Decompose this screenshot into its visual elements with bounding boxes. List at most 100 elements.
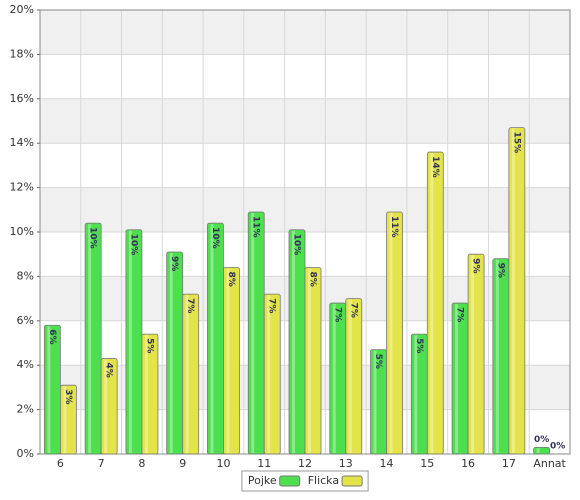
value-label: 10% <box>88 227 98 249</box>
grid-band <box>40 10 570 55</box>
value-label: 15% <box>511 132 521 154</box>
bar-shine <box>169 252 173 453</box>
bar <box>386 211 403 455</box>
x-tick-label: 10 <box>216 457 230 470</box>
value-label: 8% <box>226 272 236 287</box>
bar <box>141 333 159 455</box>
bar <box>329 302 347 455</box>
legend-swatch <box>279 475 301 487</box>
bar-shine <box>292 230 295 453</box>
x-tick-label: 14 <box>380 457 394 470</box>
x-tick-label: 16 <box>461 457 475 470</box>
value-label: 11% <box>389 216 399 238</box>
bar <box>467 253 485 455</box>
bar <box>166 251 184 455</box>
bar-shine <box>226 268 230 453</box>
value-label: 14% <box>430 156 440 178</box>
value-label: 7% <box>185 298 195 313</box>
y-tick-label: 12% <box>10 181 34 194</box>
value-label: 10% <box>128 234 138 256</box>
bar <box>492 258 510 455</box>
plot-border <box>39 9 571 455</box>
bar <box>304 267 322 455</box>
bar-shine <box>144 335 148 453</box>
bar <box>247 211 265 455</box>
legend-label: Pojke <box>248 474 277 487</box>
bar <box>43 324 61 455</box>
bar-shine <box>128 230 132 453</box>
value-label: 0% <box>550 442 565 452</box>
value-label: 7% <box>267 298 277 313</box>
bar-shine <box>536 448 540 453</box>
value-label: 5% <box>373 354 383 369</box>
x-tick-label: 11 <box>257 457 271 470</box>
x-tick-label: 17 <box>502 457 516 470</box>
y-tick-label: 16% <box>10 92 34 105</box>
y-tick-label: 0% <box>17 447 34 460</box>
bar-shine <box>210 224 214 453</box>
y-tick-label: 20% <box>10 3 34 16</box>
value-label: 9% <box>495 263 505 278</box>
value-label: 5% <box>414 338 424 353</box>
x-tick-label: 7 <box>98 457 105 470</box>
bar <box>288 229 306 455</box>
bar <box>451 302 469 455</box>
y-tick-label: 18% <box>10 47 34 60</box>
bar <box>533 446 551 455</box>
y-tick-label: 2% <box>17 403 34 416</box>
x-tick-label: 15 <box>420 457 434 470</box>
bar <box>84 222 102 455</box>
bar <box>345 298 363 455</box>
value-label: 9% <box>471 258 481 273</box>
legend-box <box>241 470 369 492</box>
value-label: 10% <box>210 227 220 249</box>
legend-swatch <box>341 475 363 487</box>
x-tick-label: Annat <box>533 457 566 470</box>
bar-shine <box>373 350 377 453</box>
bar <box>59 384 77 455</box>
bar <box>125 229 143 455</box>
x-tick-label: 13 <box>339 457 353 470</box>
y-tick-label: 4% <box>17 358 34 371</box>
legend: Pojke Flicka <box>241 470 369 492</box>
y-tick-label: 6% <box>17 314 34 327</box>
x-tick-label: 8 <box>138 457 145 470</box>
value-label: 4% <box>104 363 114 378</box>
bar <box>207 222 224 455</box>
x-tick-label: 12 <box>298 457 312 470</box>
bar-shine <box>104 359 108 453</box>
bar-shine <box>251 213 255 453</box>
bar <box>508 127 526 455</box>
y-tick-label: 8% <box>17 269 34 282</box>
bar-shine <box>47 326 51 453</box>
bar-shine <box>511 128 515 453</box>
value-label: 6% <box>47 329 57 344</box>
bar-shine <box>308 268 311 453</box>
bar-shine <box>430 153 434 453</box>
bar-shine <box>185 295 189 453</box>
value-label: 10% <box>292 234 302 256</box>
y-tick-label: 14% <box>10 136 34 149</box>
value-label: 7% <box>455 307 465 322</box>
y-tick-label: 10% <box>10 225 34 238</box>
bar <box>100 358 118 455</box>
value-label: 0% <box>534 435 549 445</box>
bar <box>223 267 240 455</box>
bar-shine <box>455 304 459 453</box>
value-label: 8% <box>308 272 318 287</box>
bar-shine <box>414 335 418 453</box>
bar <box>263 293 281 455</box>
bar-shine <box>471 255 475 453</box>
bar <box>426 151 444 455</box>
grid-band <box>40 187 570 232</box>
grid-band <box>40 98 570 144</box>
bar-shine <box>348 299 352 453</box>
x-tick-label: 6 <box>57 457 64 470</box>
bar-shine <box>63 386 67 453</box>
value-label: 3% <box>63 389 73 404</box>
bar <box>182 293 200 455</box>
bar-shine <box>332 304 336 453</box>
legend-label: Flicka <box>308 474 339 487</box>
